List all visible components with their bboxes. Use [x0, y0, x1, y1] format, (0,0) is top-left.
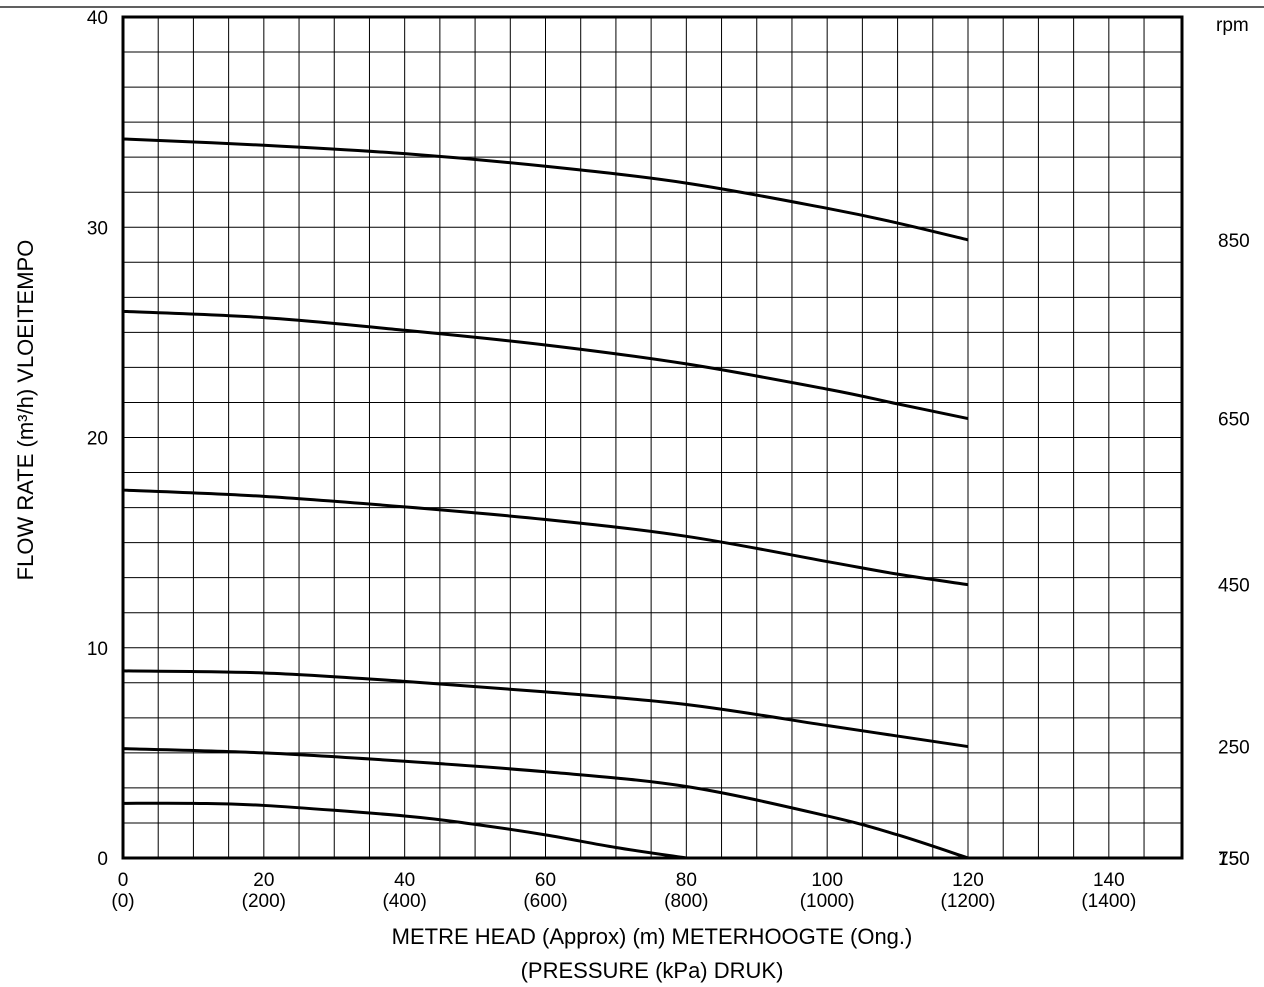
rpm-label: 450 [1218, 576, 1250, 597]
rpm-label: 75 [1218, 849, 1239, 870]
rpm-label: 150 [1218, 849, 1250, 870]
plot-frame [121, 15, 1184, 860]
x-tick-label: 100 [811, 870, 843, 891]
x-tick-label: 120 [952, 870, 984, 891]
curve-2 [122, 309, 969, 421]
curve-5 [122, 747, 969, 860]
curves [122, 137, 969, 860]
x-tick-sublabel: (400) [382, 891, 426, 912]
x-axis-label-2: (PRESSURE (kPa) DRUK) [521, 958, 784, 983]
x-tick-label: 80 [676, 870, 697, 891]
x-tick-label: 140 [1093, 870, 1125, 891]
x-tick-sublabel: (0) [111, 891, 134, 912]
x-tick-label: 40 [394, 870, 415, 891]
x-tick-sublabel: (800) [664, 891, 708, 912]
y-axis-label: FLOW RATE (m³/h) VLOEITEMPO [13, 240, 38, 581]
curve-1 [122, 137, 969, 242]
x-tick-sublabel: (1000) [800, 891, 855, 912]
curve-3 [122, 488, 969, 587]
curve-6 [122, 801, 687, 860]
x-tick-sublabel: (200) [242, 891, 286, 912]
rpm-axis-title: rpm [1216, 15, 1249, 36]
x-tick-label: 20 [253, 870, 274, 891]
y-tick-label: 10 [87, 639, 108, 660]
rpm-label: 850 [1218, 231, 1250, 252]
x-tick-sublabel: (1200) [941, 891, 996, 912]
curve-4 [122, 669, 969, 749]
rpm-label: 650 [1218, 410, 1250, 431]
y-tick-label: 40 [87, 8, 108, 29]
x-axis-label: METRE HEAD (Approx) (m) METERHOOGTE (Ong… [392, 924, 913, 949]
x-tick-sublabel: (1400) [1081, 891, 1136, 912]
y-tick-label: 0 [97, 849, 108, 870]
y-tick-label: 30 [87, 218, 108, 239]
x-tick-sublabel: (600) [523, 891, 567, 912]
grid [0, 6, 1264, 860]
y-tick-labels: 0 10 20 30 40 [87, 8, 108, 870]
x-tick-labels: 0(0) 20(200) 40(400) 60(600) 80(800) 100(1000… [111, 870, 1136, 912]
rpm-label: 250 [1218, 738, 1250, 759]
x-tick-label: 0 [118, 870, 129, 891]
x-tick-label: 60 [535, 870, 556, 891]
y-tick-label: 20 [87, 429, 108, 450]
